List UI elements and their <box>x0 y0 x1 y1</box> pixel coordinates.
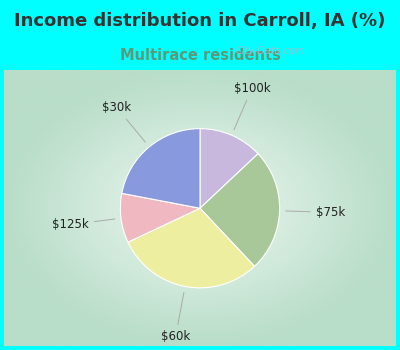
Text: $30k: $30k <box>102 101 145 142</box>
Wedge shape <box>122 128 200 208</box>
Text: $100k: $100k <box>234 82 270 130</box>
Text: Multirace residents: Multirace residents <box>120 49 280 63</box>
Wedge shape <box>128 208 254 288</box>
Text: City-Data.com: City-Data.com <box>236 46 305 56</box>
Wedge shape <box>120 193 200 242</box>
Wedge shape <box>200 154 280 266</box>
Text: Income distribution in Carroll, IA (%): Income distribution in Carroll, IA (%) <box>14 12 386 30</box>
Text: $60k: $60k <box>161 293 190 343</box>
Wedge shape <box>200 128 258 208</box>
Text: $125k: $125k <box>52 218 115 231</box>
Text: $75k: $75k <box>286 206 345 219</box>
